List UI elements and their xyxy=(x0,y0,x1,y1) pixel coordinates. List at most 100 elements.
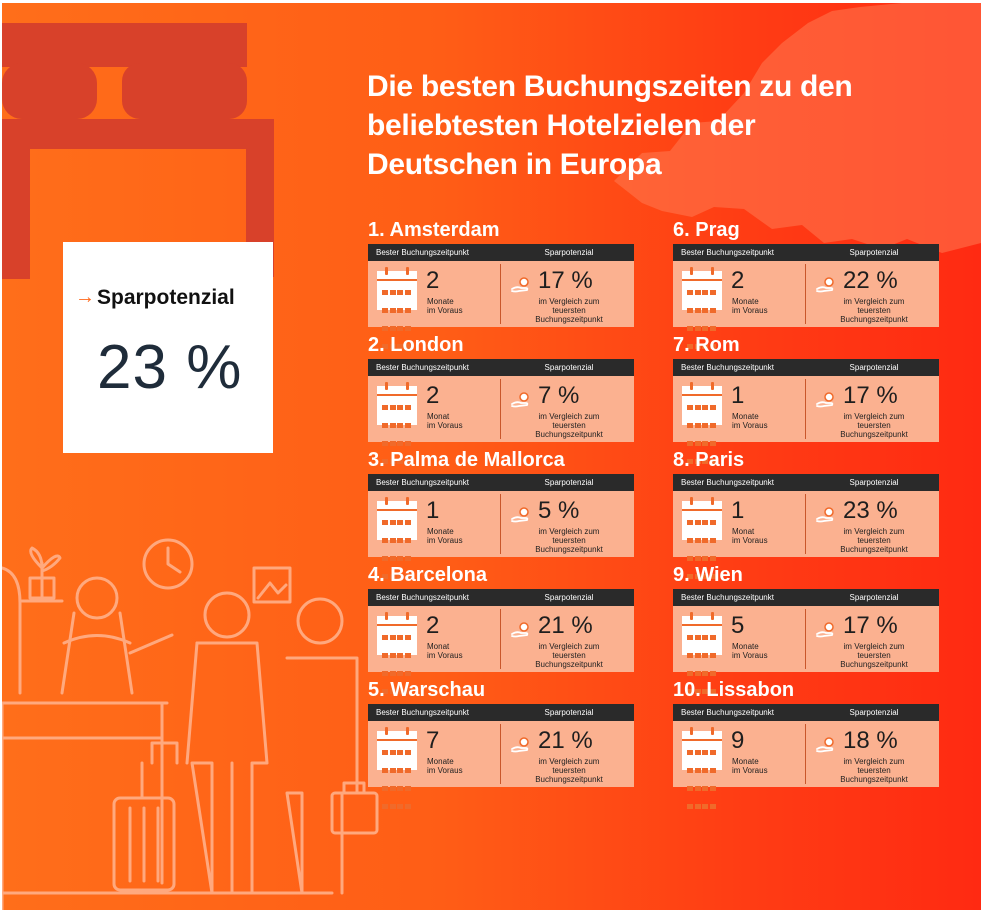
clock-icon xyxy=(142,538,194,590)
bed-icon xyxy=(2,23,274,279)
destination-box: Bester Buchungszeitpunkt Sparpotenzial 9… xyxy=(673,704,939,809)
hand-coin-icon xyxy=(511,392,529,408)
header-savings: Sparpotenzial xyxy=(544,478,594,487)
table-header: Bester Buchungszeitpunkt Sparpotenzial xyxy=(368,474,634,491)
divider xyxy=(805,264,806,324)
booking-months-unit: Monate im Voraus xyxy=(732,642,768,660)
header-savings: Sparpotenzial xyxy=(849,708,899,717)
header-savings: Sparpotenzial xyxy=(544,708,594,717)
booking-months-value: 1 xyxy=(731,497,745,524)
header-savings: Sparpotenzial xyxy=(544,363,594,372)
header-savings: Sparpotenzial xyxy=(849,593,899,602)
divider xyxy=(500,724,501,784)
calendar-icon xyxy=(682,727,722,809)
savings-percent: 7 % xyxy=(538,382,580,409)
booking-months-unit: Monate im Voraus xyxy=(732,412,768,430)
booking-months-value: 2 xyxy=(426,267,440,294)
savings-percent: 17 % xyxy=(538,267,593,294)
savings-note: im Vergleich zum teuersten Buchungszeitp… xyxy=(840,297,908,324)
divider xyxy=(805,609,806,669)
savings-percent: 23 % xyxy=(843,497,898,524)
booking-months-unit: Monate im Voraus xyxy=(427,757,463,775)
europe-map-icon xyxy=(614,3,981,253)
booking-months-value: 2 xyxy=(426,382,440,409)
destination-box: Bester Buchungszeitpunkt Sparpotenzial 2… xyxy=(368,589,634,694)
savings-note: im Vergleich zum teuersten Buchungszeitp… xyxy=(535,412,603,439)
destination-name: 10. Lissabon xyxy=(673,679,795,701)
header-booking: Bester Buchungszeitpunkt xyxy=(681,363,774,372)
savings-percent: 22 % xyxy=(843,267,898,294)
table-header: Bester Buchungszeitpunkt Sparpotenzial xyxy=(673,474,939,491)
hand-coin-icon xyxy=(816,392,834,408)
background-illustration xyxy=(2,3,981,910)
booking-months-unit: Monate im Voraus xyxy=(732,757,768,775)
destination-box: Bester Buchungszeitpunkt Sparpotenzial 2… xyxy=(368,359,634,464)
hand-coin-icon xyxy=(816,737,834,753)
header-booking: Bester Buchungszeitpunkt xyxy=(376,248,469,257)
destination-box: Bester Buchungszeitpunkt Sparpotenzial 5… xyxy=(673,589,939,694)
booking-months-unit: Monate im Voraus xyxy=(427,297,463,315)
hand-coin-icon xyxy=(511,277,529,293)
calendar-icon xyxy=(377,267,417,349)
booking-months-value: 2 xyxy=(426,612,440,639)
savings-note: im Vergleich zum teuersten Buchungszeitp… xyxy=(840,757,908,784)
table-header: Bester Buchungszeitpunkt Sparpotenzial xyxy=(368,244,634,261)
destination-box: Bester Buchungszeitpunkt Sparpotenzial 2… xyxy=(673,244,939,349)
savings-note: im Vergleich zum teuersten Buchungszeitp… xyxy=(535,642,603,669)
header-booking: Bester Buchungszeitpunkt xyxy=(376,708,469,717)
savings-label: Sparpotenzial xyxy=(97,286,235,309)
hotel-reception-icon xyxy=(2,538,379,910)
booking-months-unit: Monat im Voraus xyxy=(427,642,463,660)
destination-name: 3. Palma de Mallorca xyxy=(368,449,565,471)
destination-box: Bester Buchungszeitpunkt Sparpotenzial 7… xyxy=(368,704,634,809)
booking-months-unit: Monat im Voraus xyxy=(427,412,463,430)
page-title: Die besten Buchungszeiten zu den beliebt… xyxy=(367,67,927,184)
booking-months-value: 2 xyxy=(731,267,745,294)
destination-name: 8. Paris xyxy=(673,449,745,471)
savings-note: im Vergleich zum teuersten Buchungszeitp… xyxy=(535,757,603,784)
hand-coin-icon xyxy=(816,277,834,293)
header-booking: Bester Buchungszeitpunkt xyxy=(376,478,469,487)
destination-name: 1. Amsterdam xyxy=(368,219,500,241)
divider xyxy=(500,609,501,669)
hand-coin-icon xyxy=(816,622,834,638)
header-savings: Sparpotenzial xyxy=(544,593,594,602)
header-savings: Sparpotenzial xyxy=(849,248,899,257)
table-header: Bester Buchungszeitpunkt Sparpotenzial xyxy=(673,359,939,376)
booking-months-value: 9 xyxy=(731,727,745,754)
savings-value: 23 % xyxy=(97,333,243,402)
booking-months-value: 1 xyxy=(731,382,745,409)
title-line: Deutschen in Europa xyxy=(367,148,662,181)
table-header: Bester Buchungszeitpunkt Sparpotenzial xyxy=(673,704,939,721)
arrow-right-icon: → xyxy=(75,286,95,308)
booking-months-value: 5 xyxy=(731,612,745,639)
savings-percent: 21 % xyxy=(538,612,593,639)
destination-name: 2. London xyxy=(368,334,464,356)
savings-note: im Vergleich zum teuersten Buchungszeitp… xyxy=(535,297,603,324)
booking-months-value: 7 xyxy=(426,727,440,754)
booking-months-value: 1 xyxy=(426,497,440,524)
header-booking: Bester Buchungszeitpunkt xyxy=(681,708,774,717)
calendar-icon xyxy=(682,267,722,349)
divider xyxy=(805,724,806,784)
title-line: Die besten Buchungszeiten zu den xyxy=(367,70,853,103)
hand-coin-icon xyxy=(511,507,529,523)
calendar-icon xyxy=(682,382,722,464)
savings-percent: 18 % xyxy=(843,727,898,754)
destination-box: Bester Buchungszeitpunkt Sparpotenzial 2… xyxy=(368,244,634,349)
header-booking: Bester Buchungszeitpunkt xyxy=(376,363,469,372)
header-savings: Sparpotenzial xyxy=(849,478,899,487)
divider xyxy=(805,494,806,554)
calendar-icon xyxy=(682,612,722,694)
destination-name: 4. Barcelona xyxy=(368,564,487,586)
divider xyxy=(500,379,501,439)
booking-months-unit: Monate im Voraus xyxy=(427,527,463,545)
savings-percent: 17 % xyxy=(843,612,898,639)
savings-note: im Vergleich zum teuersten Buchungszeitp… xyxy=(840,527,908,554)
calendar-icon xyxy=(377,382,417,464)
infographic: Die besten Buchungszeiten zu den beliebt… xyxy=(2,3,981,910)
destination-box: Bester Buchungszeitpunkt Sparpotenzial 1… xyxy=(368,474,634,579)
destination-box: Bester Buchungszeitpunkt Sparpotenzial 1… xyxy=(673,359,939,464)
hand-coin-icon xyxy=(511,737,529,753)
hand-coin-icon xyxy=(511,622,529,638)
